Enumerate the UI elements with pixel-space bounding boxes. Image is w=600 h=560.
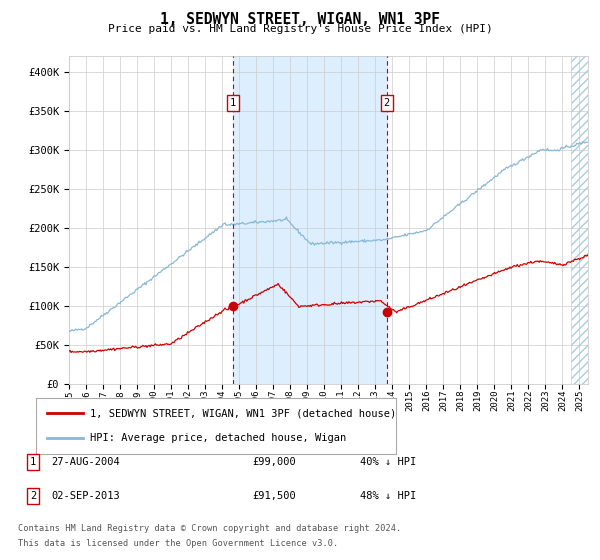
Text: Price paid vs. HM Land Registry's House Price Index (HPI): Price paid vs. HM Land Registry's House … <box>107 24 493 34</box>
Text: This data is licensed under the Open Government Licence v3.0.: This data is licensed under the Open Gov… <box>18 539 338 548</box>
Text: Contains HM Land Registry data © Crown copyright and database right 2024.: Contains HM Land Registry data © Crown c… <box>18 524 401 533</box>
Text: 2: 2 <box>383 98 390 108</box>
Text: 1: 1 <box>230 98 236 108</box>
Text: £91,500: £91,500 <box>252 491 296 501</box>
Text: 2: 2 <box>30 491 36 501</box>
Text: 1: 1 <box>30 457 36 467</box>
Text: 1, SEDWYN STREET, WIGAN, WN1 3PF: 1, SEDWYN STREET, WIGAN, WN1 3PF <box>160 12 440 27</box>
Text: 40% ↓ HPI: 40% ↓ HPI <box>360 457 416 467</box>
Text: 48% ↓ HPI: 48% ↓ HPI <box>360 491 416 501</box>
Text: 02-SEP-2013: 02-SEP-2013 <box>51 491 120 501</box>
Bar <box>233 56 386 384</box>
Text: HPI: Average price, detached house, Wigan: HPI: Average price, detached house, Wiga… <box>90 433 346 443</box>
Text: 27-AUG-2004: 27-AUG-2004 <box>51 457 120 467</box>
Text: 1, SEDWYN STREET, WIGAN, WN1 3PF (detached house): 1, SEDWYN STREET, WIGAN, WN1 3PF (detach… <box>90 408 396 418</box>
Text: £99,000: £99,000 <box>252 457 296 467</box>
